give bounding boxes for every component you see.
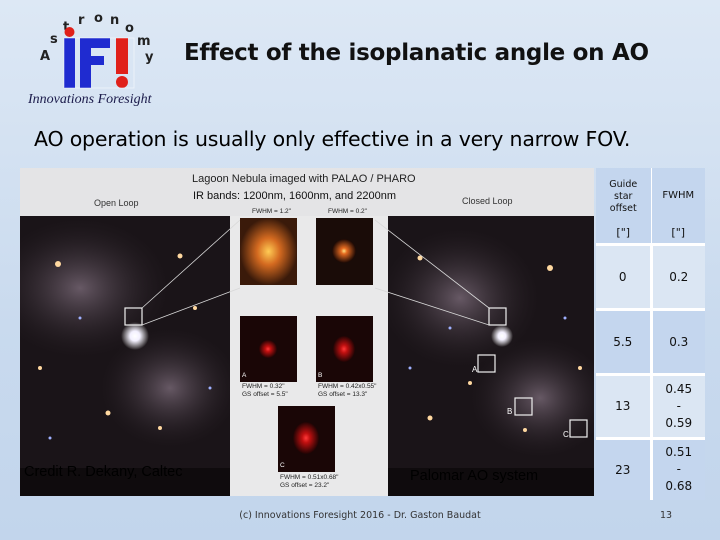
slide-subtitle: AO operation is usually only effective i… (34, 127, 631, 151)
logo-letter: y (145, 50, 154, 65)
marker-a-label: A (472, 365, 478, 374)
header-fwhm-unit: ["] (651, 222, 705, 244)
credit-text: Credit R. Dekany, Caltec (24, 464, 183, 480)
inset-a-label: A (242, 372, 247, 379)
logo-letter: o (94, 11, 103, 26)
inset-c-fwhm: FWHM = 0.51x0.68" (280, 474, 339, 481)
inset-c-label: C (280, 462, 285, 469)
offset-cell: 5.5 (596, 307, 653, 374)
marker-a-box (477, 354, 496, 373)
logo-letter: A (40, 49, 50, 64)
inset-c-offset: GS offset = 23.2" (280, 482, 330, 489)
table-row: 13 0.45 - 0.59 (596, 372, 705, 438)
header-offset-unit: ["] (596, 222, 652, 244)
slide-footer: (c) Innovations Foresight 2016 - Dr. Gas… (239, 510, 481, 521)
inset-open-loop (240, 218, 297, 285)
marker-c-box (569, 419, 588, 438)
header-fwhm: FWHM (651, 168, 705, 222)
inset-b-label: B (318, 372, 323, 379)
logo-letter: t (63, 20, 69, 35)
header-guide-star-offset: Guide star offset (596, 168, 652, 222)
table-row: 0 0.2 (596, 242, 705, 309)
fwhm-cell: 0.3 (651, 307, 705, 374)
logo-letter: m (137, 34, 151, 49)
fwhm-cell: 0.2 (651, 242, 705, 309)
inset-a-fwhm: FWHM = 0.32" (242, 383, 285, 390)
inset-a-offset: GS offset = 5.5" (242, 391, 288, 398)
marker-b-label: B (507, 407, 513, 416)
closed-loop-label: Closed Loop (462, 196, 513, 206)
page-number: 13 (660, 510, 673, 521)
open-loop-selection-box (124, 307, 143, 326)
inset-open-fwhm: FWHM = 1.2" (252, 208, 291, 215)
inset-b-fwhm: FWHM = 0.42x0.55" (318, 383, 377, 390)
fwhm-table: Guide star offset FWHM ["] ["] 0 0.2 5.5… (596, 168, 705, 500)
logo-caption: Innovations Foresight (28, 92, 152, 107)
table-row: 5.5 0.3 (596, 307, 705, 374)
fwhm-cell: 0.45 - 0.59 (651, 372, 705, 438)
marker-c-label: C (563, 430, 569, 439)
logo-letter: o (125, 21, 134, 36)
table-row: 23 0.51 - 0.68 (596, 436, 705, 500)
figure-heading: Lagoon Nebula imaged with PALAO / PHARO (192, 173, 416, 185)
inset-b-offset: GS offset = 13.3" (318, 391, 368, 398)
astronomy-logo: A s t r o n o m y (40, 11, 154, 89)
offset-cell: 0 (596, 242, 653, 309)
fwhm-cell: 0.51 - 0.68 (651, 436, 705, 500)
marker-b-box (514, 397, 533, 416)
figure-bands: IR bands: 1200nm, 1600nm, and 2200nm (193, 190, 397, 202)
open-loop-label: Open Loop (94, 198, 139, 208)
slide-title: Effect of the isoplanatic angle on AO (184, 40, 649, 66)
logo-letter: r (78, 13, 85, 28)
palomar-label: Palomar AO system (410, 468, 539, 484)
lagoon-nebula-figure: Lagoon Nebula imaged with PALAO / PHARO … (20, 168, 594, 496)
nebula-image (20, 168, 594, 496)
offset-cell: 23 (596, 436, 653, 500)
ifi-brand-mark (63, 27, 135, 89)
inset-closed-fwhm: FWHM = 0.2" (328, 208, 367, 215)
offset-cell: 13 (596, 372, 653, 438)
closed-loop-selection-box (488, 307, 507, 326)
logo-letter: s (50, 32, 58, 47)
logo-letter: n (110, 13, 119, 28)
